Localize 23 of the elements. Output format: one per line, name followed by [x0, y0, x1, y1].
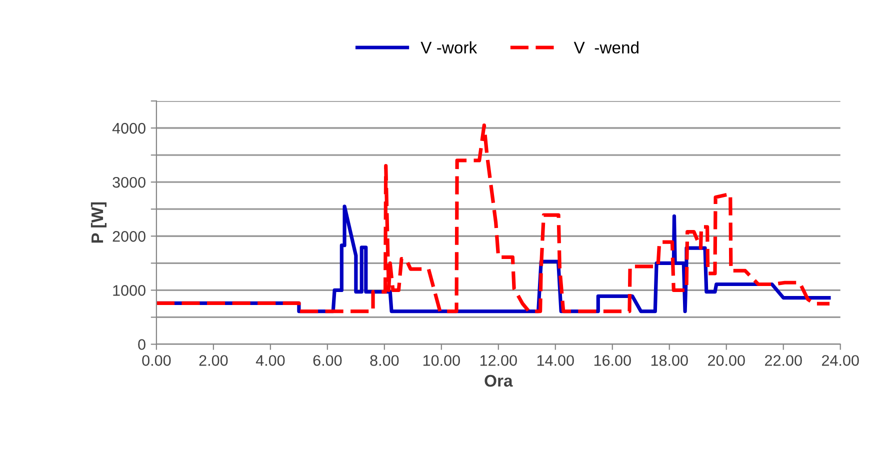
- x-tick-label: 22.00: [765, 355, 802, 366]
- line-series: [156, 124, 832, 314]
- x-axis-title: Ora: [484, 374, 513, 387]
- y-tick-label: 0: [138, 339, 146, 350]
- y-tick-label: 1000: [113, 285, 146, 296]
- x-tick-label: 24.00: [822, 355, 859, 366]
- x-tick-label: 12.00: [480, 355, 517, 366]
- x-tick-label: 2.00: [199, 355, 228, 366]
- y-tick-label: 4000: [112, 122, 146, 134]
- legend-label: V -work: [420, 41, 478, 54]
- x-tick-label: 18.00: [651, 355, 688, 366]
- y-axis-title: P [W]: [90, 202, 106, 243]
- y-tick-label: 3000: [112, 176, 146, 188]
- x-tick-label: 0.00: [142, 355, 171, 366]
- y-tick-label: 2000: [112, 231, 146, 242]
- x-tick-label: 6.00: [313, 355, 342, 366]
- legend-label: V -wend: [574, 41, 638, 54]
- x-tick-label: 10.00: [423, 355, 460, 366]
- x-tick-label: 20.00: [708, 355, 745, 366]
- x-tick-label: 16.00: [594, 355, 631, 366]
- x-tick-label: 14.00: [537, 355, 574, 366]
- x-tick-label: 4.00: [256, 355, 285, 366]
- x-tick-label: 8.00: [370, 355, 399, 366]
